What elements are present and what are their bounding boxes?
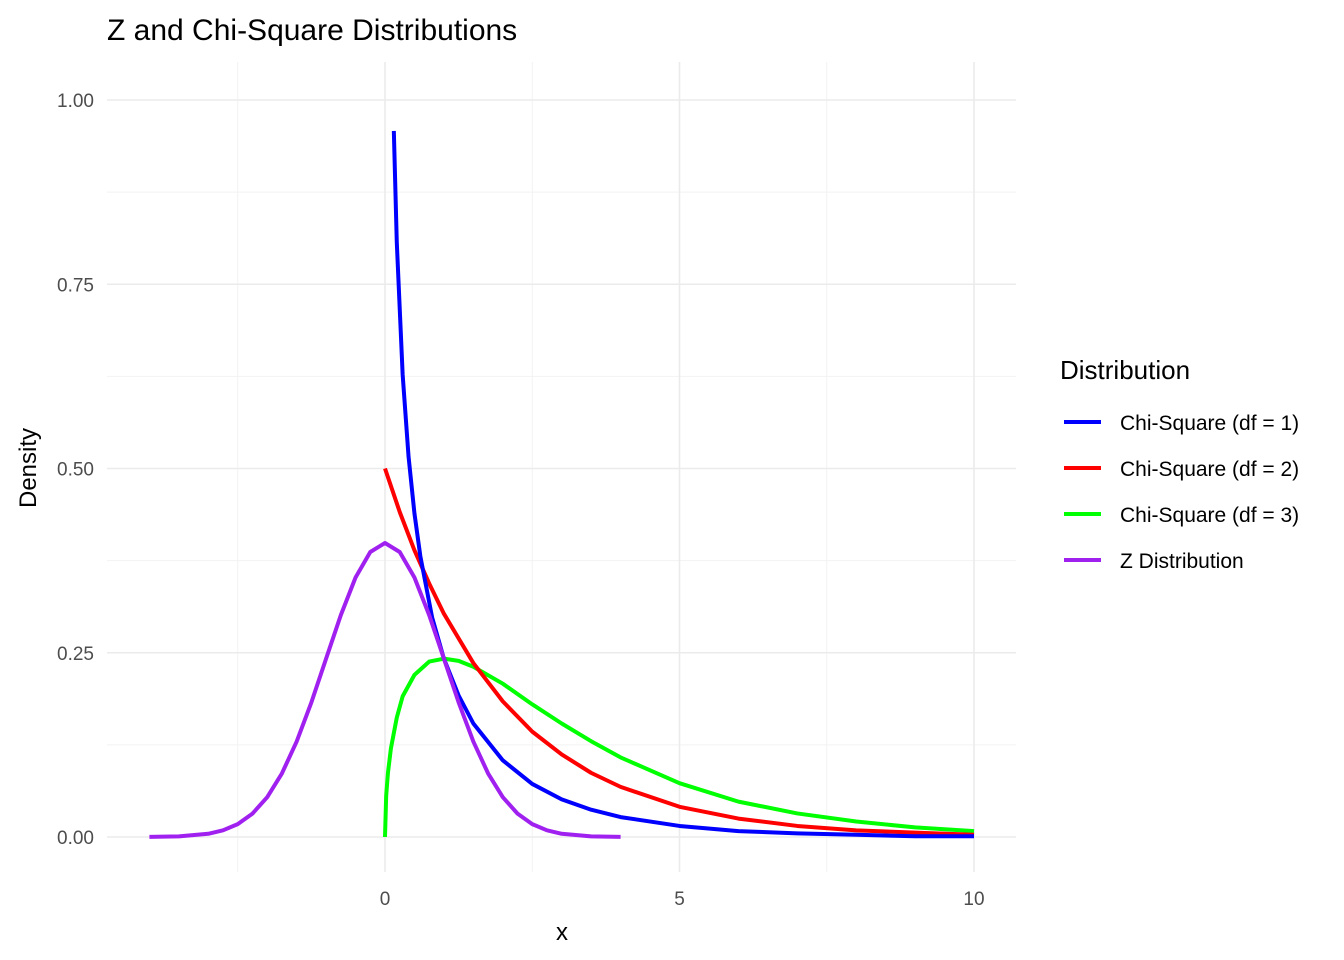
x-axis-label: x [556, 919, 568, 946]
chart-title: Z and Chi-Square Distributions [107, 14, 517, 47]
plot-area [149, 130, 975, 839]
series-line-z-distribution [149, 541, 621, 839]
y-tick-label: 1.00 [57, 91, 94, 112]
legend-label-chi-square-df-2: Chi-Square (df = 2) [1120, 458, 1299, 481]
legend-label-chi-square-df-1: Chi-Square (df = 1) [1120, 412, 1299, 435]
series-line-chi-square-df-1 [391, 130, 974, 839]
legend: Distribution Chi-Square (df = 1) Chi-Squa… [1060, 355, 1299, 573]
legend-label-chi-square-df-3: Chi-Square (df = 3) [1120, 504, 1299, 527]
legend-label-z-distribution: Z Distribution [1120, 550, 1244, 573]
y-tick-label: 0.75 [57, 275, 94, 296]
y-axis-label: Density [15, 428, 42, 508]
axis-ticks: 0 5 10 0.00 0.25 0.50 0.75 1.00 [57, 91, 985, 910]
series-line-chi-square-df-3 [383, 656, 975, 838]
y-tick-label: 0.00 [57, 828, 94, 849]
y-tick-label: 0.25 [57, 644, 94, 665]
x-tick-label: 10 [963, 889, 984, 910]
x-tick-label: 0 [380, 889, 391, 910]
x-tick-label: 5 [674, 889, 685, 910]
legend-title: Distribution [1060, 355, 1190, 385]
y-tick-label: 0.50 [57, 460, 94, 481]
grid [107, 62, 1016, 872]
